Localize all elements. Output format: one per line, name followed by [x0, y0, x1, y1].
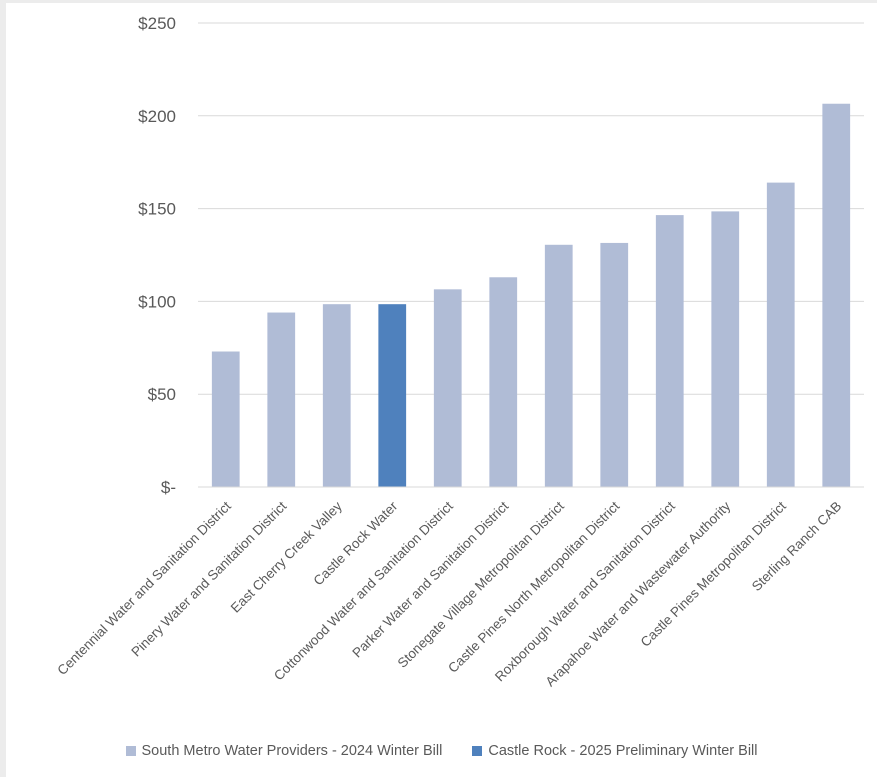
bar: [766, 182, 795, 487]
legend-item: Castle Rock - 2025 Preliminary Winter Bi…: [472, 743, 758, 759]
bar: [489, 277, 518, 487]
y-tick-label: $150: [138, 200, 176, 219]
y-tick-label: $200: [138, 107, 176, 126]
y-tick-label: $100: [138, 292, 176, 311]
legend-swatch: [472, 746, 483, 756]
gridlines: [198, 22, 864, 395]
bar-chart: $- $50 $100 $150 $200 $250 Centennial Water a…: [54, 14, 864, 689]
y-tick-label: $50: [148, 385, 176, 404]
bar: [211, 351, 240, 487]
x-tick-label: East Cherry Creek Valley: [228, 498, 345, 615]
legend-swatch: [125, 746, 136, 756]
legend-label: South Metro Water Providers - 2024 Winte…: [141, 743, 443, 759]
chart-area: $- $50 $100 $150 $200 $250 Centennial Water a…: [6, 3, 877, 777]
y-tick-label: $-: [161, 478, 176, 497]
bar: [655, 215, 684, 487]
y-tick-label: $250: [138, 14, 176, 33]
legend-item: South Metro Water Providers - 2024 Winte…: [125, 743, 443, 759]
bar: [267, 312, 296, 487]
bar: [600, 242, 629, 487]
bar: [544, 244, 573, 487]
bar: [378, 304, 407, 487]
y-axis: $- $50 $100 $150 $200 $250: [138, 14, 176, 497]
bar: [322, 304, 351, 487]
bar: [711, 211, 740, 487]
legend-label: Castle Rock - 2025 Preliminary Winter Bi…: [488, 743, 758, 759]
bar: [822, 103, 851, 488]
bar: [433, 289, 462, 487]
legend: South Metro Water Providers - 2024 Winte…: [6, 739, 877, 763]
bars: [211, 103, 851, 488]
x-axis: Centennial Water and Sanitation District…: [54, 486, 864, 689]
